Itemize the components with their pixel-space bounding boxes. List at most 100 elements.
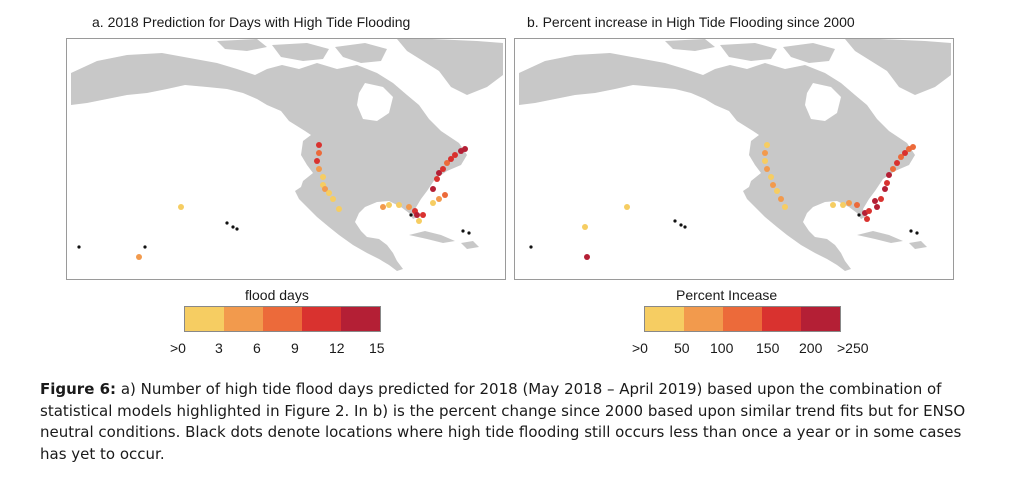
no-flooding-marker [231,225,235,229]
flood-station-marker [846,200,852,206]
panel-a-map-svg [71,39,503,271]
flood-station-marker [326,190,332,196]
flood-station-marker [430,186,436,192]
flood-station-marker [436,170,442,176]
land-masses [71,39,503,271]
landmass [857,231,903,243]
legend-tick: 200 [799,340,823,356]
flood-station-marker [830,202,836,208]
panel-b-map [514,38,954,280]
panel-a-map [66,38,506,280]
flood-station-marker [316,142,322,148]
no-flooding-marker [909,229,913,233]
panel-a-stations [77,142,471,260]
flood-station-marker [864,216,870,222]
flood-station-marker [380,204,386,210]
hudson-bay [357,83,393,121]
legend-swatch-4 [302,307,341,331]
legend-swatch-3 [723,307,762,331]
figure-caption: Figure 6: a) Number of high tide flood d… [40,379,985,465]
landmass [335,43,387,63]
flood-station-marker [320,174,326,180]
flood-station-marker [336,206,342,212]
flood-station-marker [434,176,440,182]
panel-b-map-svg [519,39,951,271]
flood-station-marker [330,196,336,202]
legend-swatch-2 [684,307,723,331]
flood-station-marker [764,166,770,172]
legend-tick: 15 [369,340,385,356]
caption-label: Figure 6: [40,380,117,398]
panel-b-legend-ticks: >0 50 100 150 200 >250 [632,340,869,356]
flood-station-marker [178,204,184,210]
legend-tick: 12 [329,340,345,356]
flood-station-marker [840,202,846,208]
landmass [665,39,715,51]
flood-station-marker [768,174,774,180]
flood-station-marker [452,152,458,158]
no-flooding-marker [409,213,413,217]
panel-a-title: a. 2018 Prediction for Days with High Ti… [92,14,411,30]
flood-station-marker [778,196,784,202]
legend-swatch-4 [762,307,801,331]
landmass [272,43,329,61]
landmass [909,241,927,249]
landmass [519,53,915,271]
flood-station-marker [316,150,322,156]
panel-b-stations [529,142,919,260]
landmass [315,189,335,225]
flood-station-marker [314,158,320,164]
landmass [783,43,835,63]
legend-swatch-2 [224,307,263,331]
landmass [720,43,777,61]
no-flooding-marker [673,219,677,223]
flood-station-marker [448,156,454,162]
flood-station-marker [414,212,420,218]
flood-station-marker [774,188,780,194]
legend-tick: >0 [632,340,648,356]
landmass [763,189,783,225]
flood-station-marker [316,166,322,172]
legend-tick: 6 [253,340,261,356]
flood-station-marker [582,224,588,230]
land-masses [519,39,951,271]
legend-tick: 100 [710,340,734,356]
flood-station-marker [136,254,142,260]
legend-tick: >0 [170,340,186,356]
no-flooding-marker [857,213,861,217]
legend-tick: >250 [837,340,869,356]
flood-station-marker [442,192,448,198]
flood-station-marker [910,144,916,150]
flood-station-marker [322,186,328,192]
flood-station-marker [890,166,896,172]
flood-station-marker [584,254,590,260]
no-flooding-marker [529,245,533,249]
flood-station-marker [782,204,788,210]
legend-tick: 50 [674,340,690,356]
no-flooding-marker [679,223,683,227]
panel-b-legend-title: Percent Incease [676,287,778,303]
no-flooding-marker [461,229,465,233]
flood-station-marker [770,182,776,188]
flood-station-marker [882,186,888,192]
panel-b-legend-colorbar [644,306,841,332]
flood-station-marker [874,204,880,210]
landmass [397,39,503,95]
no-flooding-marker [235,227,239,231]
legend-tick: 3 [215,340,223,356]
landmass [217,39,267,51]
flood-station-marker [444,160,450,166]
flood-station-marker [894,160,900,166]
legend-tick: 150 [756,340,780,356]
flood-station-marker [624,204,630,210]
flood-station-marker [886,172,892,178]
landmass [71,53,467,271]
flood-station-marker [440,166,446,172]
no-flooding-marker [683,225,687,229]
legend-swatch-5 [801,307,840,331]
no-flooding-marker [915,231,919,235]
no-flooding-marker [77,245,81,249]
no-flooding-marker [225,221,229,225]
legend-swatch-1 [645,307,684,331]
panel-a-legend-title: flood days [245,287,309,303]
